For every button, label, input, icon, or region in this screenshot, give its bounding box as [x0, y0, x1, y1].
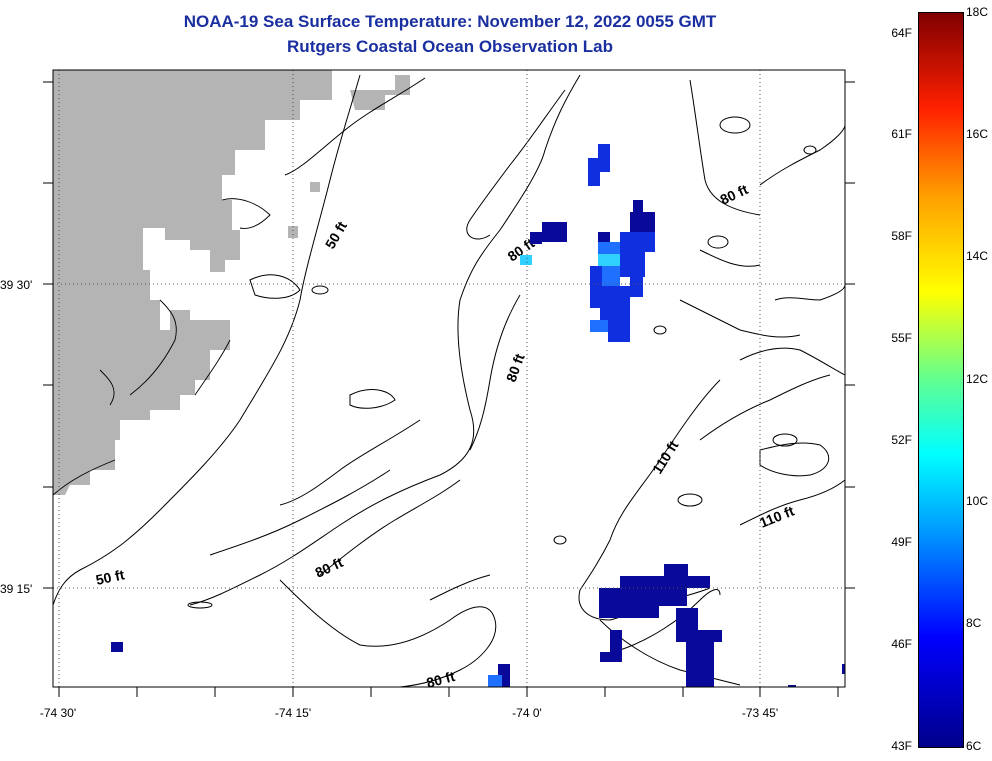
longitude-label: -74 0': [512, 706, 542, 720]
temperature-colorbar: [918, 12, 964, 748]
colorbar-label-c: 12C: [966, 372, 989, 386]
tick-marks: [43, 81, 855, 697]
colorbar-label-c: 10C: [966, 494, 989, 508]
colorbar-label-f: 46F: [891, 637, 912, 651]
graticule: [53, 70, 845, 687]
latitude-label: 39 15': [0, 582, 33, 596]
island: [288, 226, 298, 238]
depth-label: 80 ft: [425, 668, 457, 691]
longitude-label: -74 30': [39, 706, 77, 720]
sst-patch-north: [520, 144, 655, 342]
colorbar-label-f: 61F: [891, 127, 912, 141]
coastline: [52, 198, 271, 496]
map-title: NOAA-19 Sea Surface Temperature: Novembe…: [183, 12, 717, 31]
colorbar-label-f: 58F: [891, 229, 912, 243]
colorbar-label-f: 64F: [891, 26, 912, 40]
land-mass: [53, 70, 332, 495]
map-subtitle: Rutgers Coastal Ocean Observation Lab: [287, 37, 613, 56]
island: [95, 328, 140, 360]
sst-patch-south: [111, 564, 845, 687]
island: [310, 182, 320, 192]
colorbar-label-c: 8C: [966, 616, 982, 630]
colorbar-label-f: 43F: [891, 739, 912, 753]
colorbar-label-f: 52F: [891, 433, 912, 447]
island: [350, 75, 410, 110]
colorbar-label-c: 6C: [966, 739, 982, 753]
depth-label: 50 ft: [94, 566, 126, 588]
colorbar-label-f: 49F: [891, 535, 912, 549]
colorbar-label-c: 14C: [966, 249, 989, 263]
colorbar-label-f: 55F: [891, 331, 912, 345]
longitude-label: -74 15': [274, 706, 312, 720]
colorbar-label-c: 18C: [966, 5, 989, 19]
latitude-label: 39 30': [0, 278, 33, 292]
colorbar-label-c: 16C: [966, 127, 989, 141]
longitude-label: -73 45': [741, 706, 779, 720]
